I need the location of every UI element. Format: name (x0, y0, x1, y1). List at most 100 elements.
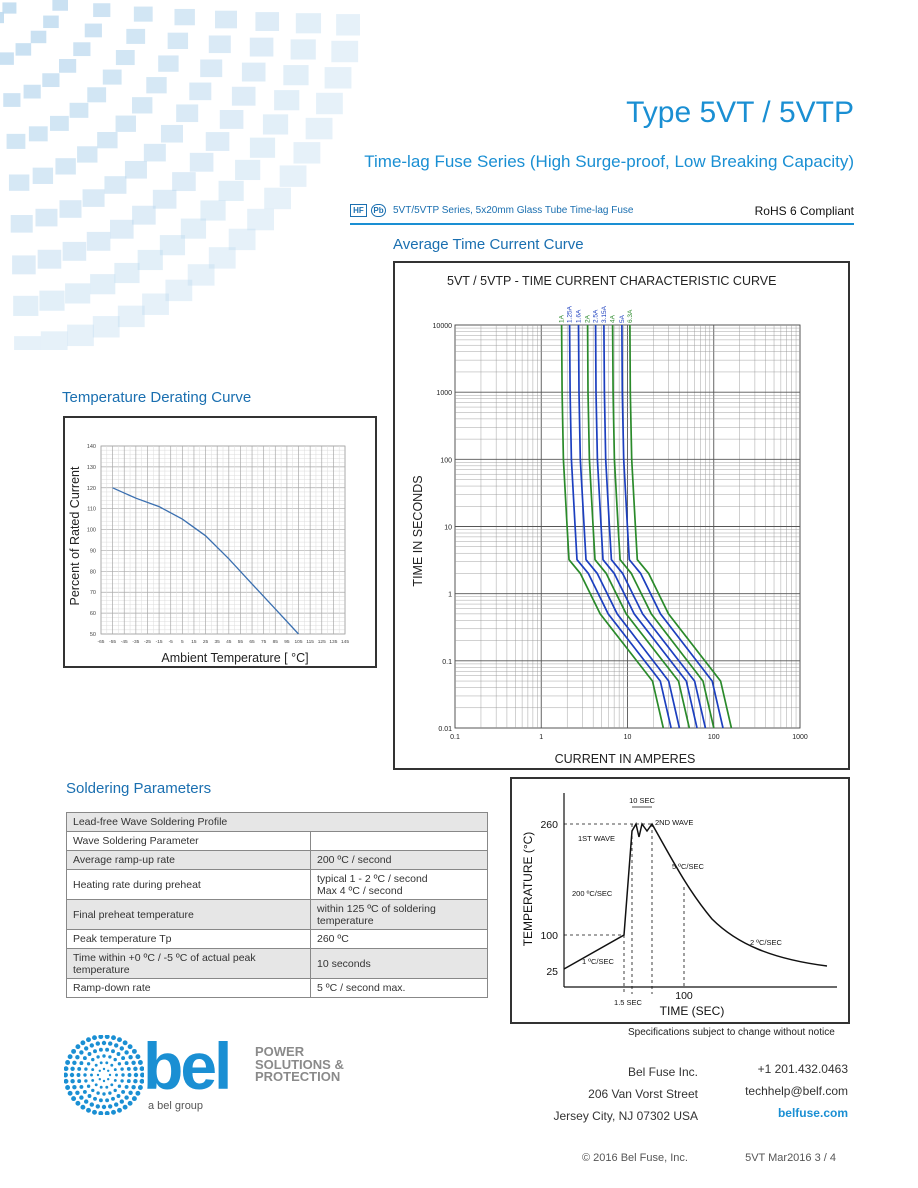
contact-website-link[interactable]: belfuse.com (777, 1106, 848, 1120)
decor-square (219, 110, 244, 129)
globe-dot (76, 1073, 81, 1077)
derating-xtick-label: 145 (341, 639, 349, 645)
decor-square (6, 133, 26, 149)
contact-email[interactable]: techhelp@belf.com (745, 1084, 848, 1098)
globe-dot (83, 1073, 87, 1077)
decor-square (0, 52, 14, 65)
globe-dot (113, 1078, 117, 1082)
profile-curve (563, 821, 828, 970)
derating-xtick-label: 105 (295, 639, 303, 645)
globe-dot (120, 1079, 124, 1083)
derating-ytick-label: 110 (87, 507, 96, 513)
decor-square (200, 59, 223, 78)
soldering-table-wrap: Lead-free Wave Soldering Profile Wave Sol… (66, 812, 488, 998)
decor-square (73, 42, 91, 57)
ann-1-5-sec: 1.5 SEC (614, 998, 643, 1007)
derating-xtick-label: 135 (329, 639, 337, 645)
globe-dot (91, 1068, 95, 1072)
decor-square (132, 205, 156, 225)
globe-dot (98, 1069, 101, 1072)
decor-square (180, 218, 207, 239)
decor-square (167, 32, 189, 49)
decor-square (200, 200, 226, 221)
decor-square (55, 158, 76, 175)
decor-square (58, 58, 77, 73)
decor-square (336, 14, 360, 36)
globe-dot (64, 1066, 69, 1072)
address-block: Bel Fuse Inc. 206 Van Vorst Street Jerse… (554, 1061, 699, 1127)
tcc-curve-6.3A (629, 324, 733, 729)
decor-square (77, 146, 98, 163)
globe-dot (87, 1094, 92, 1098)
globe-dot (92, 1109, 97, 1115)
globe-dot (121, 1073, 125, 1077)
globe-dot (65, 1060, 71, 1065)
globe-dot (84, 1079, 88, 1083)
table-cell: Time within +0 ºC / -5 ºC of actual peak… (66, 948, 311, 979)
globe-dot (82, 1089, 87, 1094)
series-description: 5VT/5VTP Series, 5x20mm Glass Tube Time-… (393, 205, 634, 216)
globe-dot (71, 1048, 77, 1054)
tcc-title: 5VT / 5VTP - TIME CURRENT CHARACTERISTIC… (447, 274, 776, 288)
decor-square (228, 228, 256, 251)
globe-dot (110, 1063, 114, 1067)
decor-square (14, 336, 41, 350)
globe-dot (93, 1096, 97, 1101)
time-current-chart-frame: 5VT / 5VTP - TIME CURRENT CHARACTERISTIC… (393, 261, 850, 770)
derating-ytick-label: 140 (87, 444, 96, 450)
globe-dot (133, 1079, 138, 1084)
soldering-heading: Soldering Parameters (66, 780, 212, 797)
tcc-series-label: 1A (559, 314, 566, 323)
globe-dot (84, 1099, 89, 1104)
globe-dot (79, 1084, 84, 1089)
ann-200c-sec: 200 ºC/SEC (572, 889, 613, 898)
globe-dot (111, 1109, 116, 1115)
soldering-profile-chart: 260 100 25 100 TIME (SEC) TEMPERATURE (°… (521, 793, 837, 1018)
globe-dot (91, 1088, 95, 1093)
derating-xtick-label: 25 (203, 639, 209, 645)
globe-dot (111, 1096, 115, 1101)
globe-dot (133, 1072, 139, 1078)
decor-square (331, 40, 359, 63)
decor-square (295, 13, 322, 34)
globe-dot (102, 1054, 106, 1058)
tcc-curve-5A (621, 324, 724, 729)
tcc-ylabel: TIME IN SECONDS (411, 475, 425, 586)
soldering-profile-frame: 260 100 25 100 TIME (SEC) TEMPERATURE (°… (510, 777, 850, 1024)
globe-dot (131, 1060, 136, 1065)
globe-dot (114, 1102, 119, 1107)
profile-ytick-25: 25 (546, 966, 558, 978)
ann-10-sec: 10 SEC (629, 796, 655, 805)
decor-square (67, 324, 94, 347)
globe-dot (91, 1057, 95, 1062)
globe-dot (79, 1061, 84, 1066)
derating-ytick-label: 100 (87, 528, 96, 534)
decor-square (187, 264, 215, 286)
tcc-series-label: 6.3A (627, 309, 634, 323)
derating-xtick-label: -25 (144, 639, 151, 645)
decor-square (65, 283, 91, 304)
globe-dot (86, 1062, 91, 1066)
decor-square (205, 132, 230, 151)
tcc-xtick-label: 1 (539, 734, 543, 741)
globe-dot (105, 1085, 109, 1089)
globe-dot (131, 1085, 136, 1090)
globe-dot (84, 1046, 89, 1051)
decor-square (189, 152, 214, 172)
series-bar: HF Pb 5VT/5VTP Series, 5x20mm Glass Tube… (350, 203, 854, 225)
globe-dot (67, 1090, 73, 1096)
spec-note: Specifications subject to change without… (628, 1027, 835, 1038)
document-reference: 5VT Mar2016 3 / 4 (745, 1152, 836, 1164)
globe-dot (84, 1067, 88, 1071)
globe-dot (111, 1035, 116, 1041)
derating-line (112, 487, 299, 635)
decor-square (132, 97, 153, 114)
decor-square (264, 187, 292, 210)
derating-ytick-label: 130 (87, 465, 96, 471)
globe-dot (94, 1063, 98, 1067)
globe-dot (135, 1090, 141, 1096)
tcc-ytick-label: 100 (440, 457, 452, 464)
globe-dot (71, 1096, 77, 1102)
decor-square (208, 35, 231, 54)
decor-square (97, 132, 118, 149)
